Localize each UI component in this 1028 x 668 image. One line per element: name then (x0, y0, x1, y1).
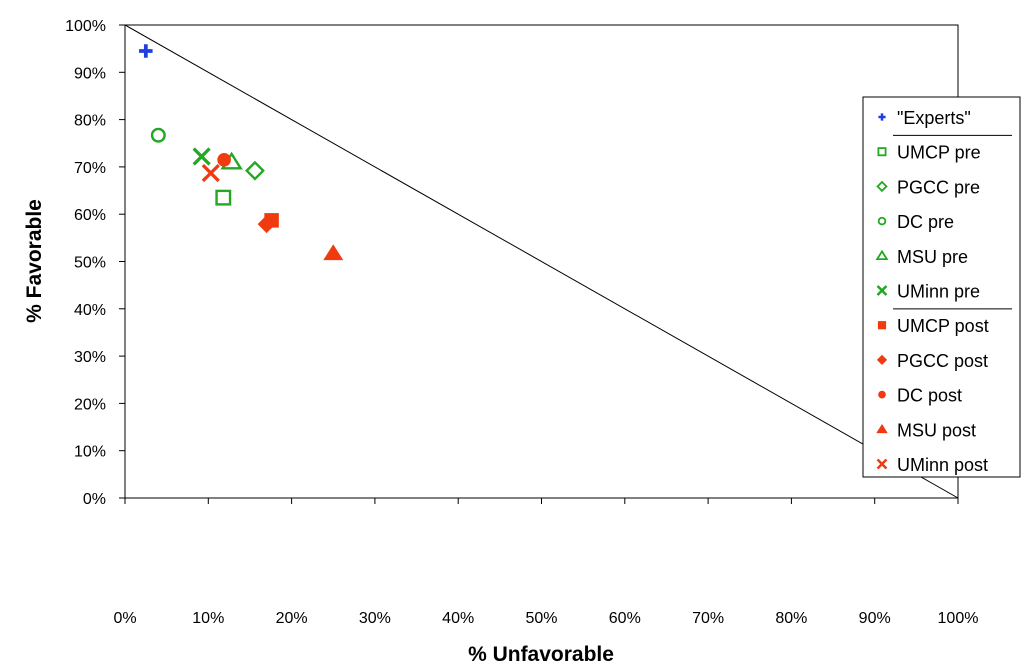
legend-marker (877, 147, 887, 157)
x-tick-label: 10% (192, 610, 224, 627)
x-axis: 0% 10% 20% 30% 40% 50% 60% 70% 80% 90% 100% (113, 498, 978, 627)
x-tick-label: 40% (442, 610, 474, 627)
legend-marker (876, 458, 888, 470)
legend-label: MSU pre (897, 247, 968, 267)
data-point (323, 244, 344, 261)
x-tick-label: 30% (359, 610, 391, 627)
data-point (192, 147, 211, 166)
legend-marker (877, 321, 887, 330)
legend-label: UMinn post (897, 455, 988, 475)
legend: "Experts" UMCP pre PGCC pre DC pre MSU pre UM… (862, 96, 1021, 478)
legend-label: MSU post (897, 420, 976, 440)
legend-label: "Experts" (897, 108, 971, 128)
y-tick-label: 60% (74, 207, 106, 224)
y-tick-label: 90% (74, 65, 106, 82)
reference-line-layer (124, 24, 959, 499)
legend-label: UMCP pre (897, 143, 981, 163)
data-point (257, 215, 276, 234)
y-tick-label: 50% (74, 255, 106, 272)
y-tick-label: 10% (74, 444, 106, 461)
x-tick-label: 70% (692, 610, 724, 627)
data-points (139, 44, 344, 261)
legend-marker (876, 180, 888, 193)
reference-line (124, 24, 959, 499)
legend-label: UMinn pre (897, 282, 980, 302)
y-tick-label: 20% (74, 396, 106, 413)
x-tick-label: 20% (276, 610, 308, 627)
legend-marker (876, 423, 888, 434)
legend-marker (878, 113, 886, 121)
legend-marker (876, 354, 888, 366)
x-tick-label: 90% (859, 610, 891, 627)
legend-marker (875, 249, 889, 261)
legend-marker (876, 285, 888, 296)
legend-label: DC post (897, 386, 962, 406)
legend-label: PGCC post (897, 351, 988, 371)
y-axis: 0% 10% 20% 30% 40% 50% 60% 70% 80% 90% 100% (65, 18, 125, 508)
x-tick-label: 60% (609, 610, 641, 627)
data-point (215, 189, 232, 206)
legend-marker (878, 390, 886, 399)
legend-label: UMCP post (897, 316, 989, 336)
data-point (139, 44, 153, 58)
y-tick-label: 80% (74, 113, 106, 130)
y-tick-label: 100% (65, 18, 106, 35)
y-tick-label: 30% (74, 349, 106, 366)
y-axis-title: % Favorable (23, 199, 46, 323)
data-point (201, 163, 220, 183)
legend-label: DC pre (897, 212, 954, 232)
data-point (245, 160, 265, 181)
x-tick-label: 0% (113, 610, 136, 627)
legend-box (862, 96, 1021, 478)
y-tick-label: 70% (74, 160, 106, 177)
x-tick-label: 100% (938, 610, 979, 627)
y-tick-label: 40% (74, 302, 106, 319)
x-axis-title: % Unfavorable (468, 643, 614, 666)
data-point (150, 127, 166, 143)
y-tick-label: 0% (83, 491, 106, 508)
x-tick-label: 80% (775, 610, 807, 627)
x-tick-label: 50% (525, 610, 557, 627)
legend-marker (877, 216, 887, 226)
legend-label: PGCC pre (897, 177, 980, 197)
data-point (217, 153, 231, 167)
